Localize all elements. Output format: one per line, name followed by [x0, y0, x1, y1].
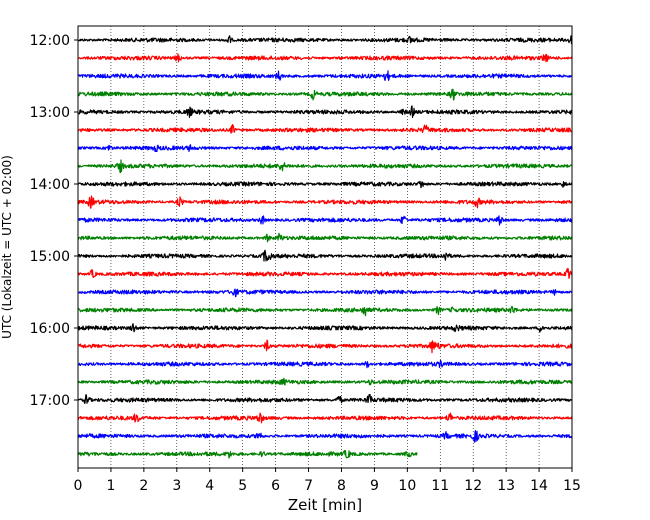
x-tick-label: 12 — [464, 478, 482, 494]
traces — [77, 35, 573, 459]
trace-row-1215 — [77, 53, 573, 63]
trace-row-1330 — [77, 144, 573, 153]
x-tick-label: 6 — [271, 478, 280, 494]
trace-row-1300 — [77, 105, 573, 119]
x-tick-label: 15 — [563, 478, 581, 494]
trace-row-1415 — [77, 195, 573, 209]
trace-row-1530 — [77, 288, 573, 298]
trace-row-1200 — [77, 35, 573, 45]
trace-row-1515 — [77, 267, 573, 279]
x-tick-label: 4 — [205, 478, 214, 494]
x-tick-label: 14 — [530, 478, 548, 494]
trace-row-1715 — [77, 412, 573, 424]
x-tick-label: 8 — [337, 478, 346, 494]
x-axis-ticks: 0 1 2 3 4 5 6 7 8 9 10 11 12 13 14 15 — [74, 468, 581, 494]
trace-row-1700 — [77, 393, 573, 404]
y-axis-ticks: 12:00 13:00 14:00 15:00 16:00 17:00 — [30, 33, 78, 409]
x-tick-label: 3 — [172, 478, 181, 494]
x-tick-label: 0 — [74, 478, 83, 494]
y-tick-label: 15:00 — [30, 249, 70, 265]
trace-row-1545 — [77, 305, 573, 317]
y-tick-label: 17:00 — [30, 393, 70, 409]
trace-row-1245 — [77, 88, 573, 101]
x-tick-label: 7 — [304, 478, 313, 494]
x-axis-label: Zeit [min] — [288, 496, 362, 514]
y-tick-label: 16:00 — [30, 321, 70, 337]
trace-row-1630 — [77, 359, 573, 369]
trace-row-1230 — [77, 70, 573, 82]
x-tick-label: 11 — [431, 478, 449, 494]
x-tick-label: 13 — [497, 478, 515, 494]
trace-row-1615 — [77, 339, 573, 354]
y-tick-label: 14:00 — [30, 177, 70, 193]
trace-row-1345 — [77, 159, 573, 174]
trace-row-1445 — [77, 232, 573, 243]
y-axis-label: UTC (Lokalzeit = UTC + 02:00) — [0, 155, 14, 339]
x-tick-label: 9 — [370, 478, 379, 494]
trace-row-1500 — [77, 249, 573, 262]
trace-row-1600 — [77, 323, 573, 333]
trace-row-1400 — [77, 180, 573, 189]
y-tick-label: 13:00 — [30, 105, 70, 121]
y-tick-label: 12:00 — [30, 33, 70, 49]
x-tick-label: 1 — [106, 478, 115, 494]
trace-row-1430 — [77, 215, 573, 226]
trace-row-1730 — [77, 430, 573, 443]
x-tick-label: 5 — [238, 478, 247, 494]
trace-row-1645 — [77, 377, 573, 386]
plot-frame — [77, 25, 573, 469]
x-tick-label: 10 — [398, 478, 416, 494]
x-tick-label: 2 — [139, 478, 148, 494]
trace-row-1315 — [77, 124, 573, 134]
trace-row-1745 — [77, 450, 418, 459]
grid-lines — [110, 26, 540, 468]
